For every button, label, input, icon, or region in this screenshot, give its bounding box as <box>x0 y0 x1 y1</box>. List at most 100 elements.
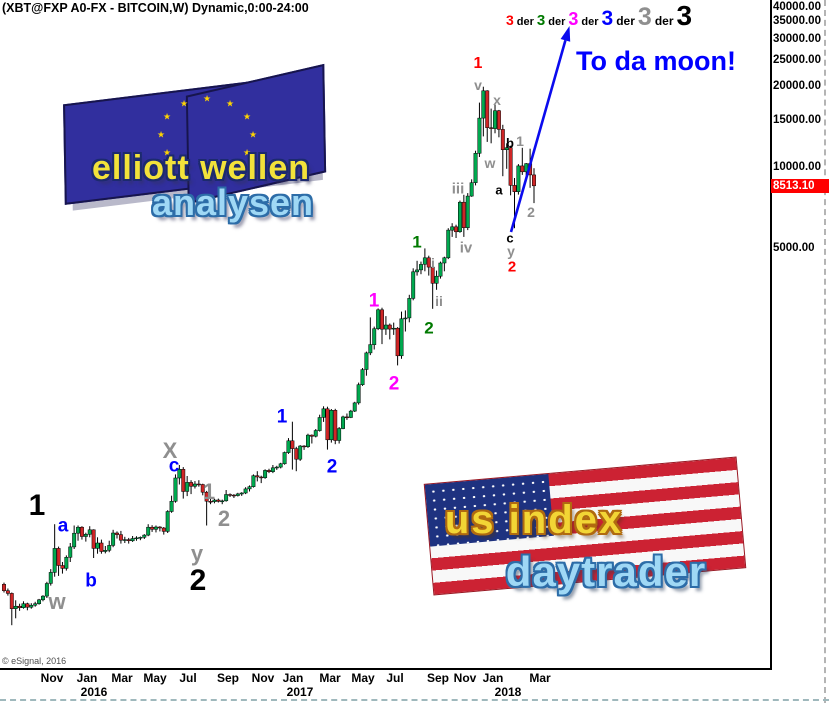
year-tick-label: 2018 <box>494 685 522 699</box>
price-tick-label: 10000.00 <box>773 161 821 173</box>
price-tick-label: 40000.00 <box>773 1 821 13</box>
last-price-badge: 8513.10 <box>771 179 829 193</box>
price-tick-label: 20000.00 <box>773 80 821 93</box>
bottom-dashed-gridline <box>0 699 829 701</box>
month-tick-label: Jul <box>386 671 404 685</box>
eu-star-icon: ★ <box>162 147 172 158</box>
price-tick-label: 5000.00 <box>773 241 815 254</box>
month-tick-label: May <box>351 671 375 685</box>
moon-arrow <box>509 26 571 233</box>
us-logo-text-line2: daytrader <box>505 548 707 595</box>
wave-label: x <box>493 92 501 108</box>
to-da-moon-annotation: To da moon! <box>576 46 736 76</box>
der3-segment: 3 <box>568 9 579 29</box>
eu-star-icon: ★ <box>179 160 189 171</box>
chart-title: (XBT@FXP A0-FX - BITCOIN,W) Dynamic,0:00… <box>2 1 309 15</box>
eu-star-icon: ★ <box>202 93 212 104</box>
month-tick-label: Mar <box>111 671 133 685</box>
month-tick-label: Nov <box>251 671 275 685</box>
eu-star-icon: ★ <box>242 147 252 158</box>
plot-border-right <box>770 0 772 670</box>
eu-logo-text-line2: analysen <box>151 182 315 223</box>
wave-label: ii <box>435 293 443 309</box>
der3-segment: 3 <box>676 0 693 31</box>
price-tick-label: 25000.00 <box>773 53 821 66</box>
month-tick-label: Nov <box>453 671 477 685</box>
der3-segment: der <box>616 14 635 28</box>
month-tick-label: Jan <box>76 671 98 685</box>
wave-label: 2 <box>424 318 434 338</box>
wave-label: w <box>484 155 496 171</box>
der3-segment: 3 <box>506 12 514 28</box>
der3-segment: der <box>654 14 674 28</box>
us-logo-text-line1: us index <box>444 498 624 542</box>
month-tick-label: Jan <box>282 671 304 685</box>
month-tick-label: Sep <box>216 671 240 685</box>
wave-label: i <box>431 255 435 271</box>
wave-label: 1 <box>473 55 483 72</box>
month-tick-label: Mar <box>319 671 341 685</box>
der3-segment: der <box>581 16 599 28</box>
right-dashed-gridline <box>824 0 826 703</box>
der3-segment: 3 <box>637 3 652 31</box>
wave-label: 2 <box>527 204 535 220</box>
wave-label: c <box>168 455 180 477</box>
wave-label: 2 <box>507 258 517 276</box>
month-tick-label: Jul <box>179 671 197 685</box>
wave-label: iv <box>459 239 473 257</box>
eu-star-icon: ★ <box>242 111 252 122</box>
der3-segment: der <box>548 16 566 28</box>
der3-annotation: 3 der 3 der 3 der 3 der 3 der 3 <box>506 2 692 30</box>
month-tick-label: Sep <box>426 671 450 685</box>
price-tick-label: 15000.00 <box>773 113 821 126</box>
wave-label: 1 <box>202 479 216 504</box>
copyright-notice: © eSignal, 2016 <box>2 656 67 666</box>
wave-label: X <box>162 438 178 463</box>
year-tick-label: 2016 <box>80 685 108 699</box>
eu-star-icon: ★ <box>225 160 235 171</box>
eu-stars-circle-icon: ★ ★ ★ ★ ★ ★ ★ ★ ★ ★ ★ ★ <box>55 83 347 233</box>
der3-segment: 3 <box>601 7 614 30</box>
month-tick-label: Mar <box>529 671 551 685</box>
wave-label: w <box>48 589 66 614</box>
month-tick-label: Nov <box>40 671 64 685</box>
wave-label: a <box>495 182 503 198</box>
year-tick-label: 2017 <box>286 685 314 699</box>
wave-label: 1 <box>276 406 288 428</box>
eu-star-icon: ★ <box>225 98 235 109</box>
month-tick-label: Jan <box>482 671 504 685</box>
wave-label: v <box>474 77 482 93</box>
wave-label: 1 <box>28 489 46 522</box>
wave-label: 2 <box>189 564 207 597</box>
us-index-daytrader-logo: us index daytrader <box>416 456 768 616</box>
wave-label: y <box>190 541 204 566</box>
elliott-wellen-analysen-logo: ★ ★ ★ ★ ★ ★ ★ ★ ★ ★ ★ ★ elliott wellen analysen <box>55 63 347 233</box>
eu-star-icon: ★ <box>202 165 212 176</box>
wave-label: 1 <box>368 290 380 312</box>
price-chart-plot-area[interactable] <box>0 0 771 669</box>
der3-segment: 3 <box>536 12 546 29</box>
der3-segment: der <box>516 16 534 28</box>
eu-star-icon: ★ <box>179 98 189 109</box>
eu-logo-text-line1: elliott wellen <box>91 149 311 187</box>
price-tick-label: 30000.00 <box>773 32 821 45</box>
wave-label: 2 <box>326 456 338 478</box>
wave-label: 2 <box>217 506 231 531</box>
eu-star-icon: ★ <box>156 129 166 140</box>
wave-label: b <box>85 570 97 592</box>
wave-label: a <box>57 515 69 537</box>
eu-star-icon: ★ <box>248 129 258 140</box>
wave-label: c <box>506 230 514 246</box>
price-tick-label: 35000.00 <box>773 14 821 27</box>
wave-label: y <box>507 243 515 259</box>
wave-label: b <box>506 135 514 151</box>
wave-label: 1 <box>516 133 524 149</box>
wave-label: iii <box>451 180 465 198</box>
wave-label: 1 <box>412 232 422 252</box>
plot-border-bottom <box>0 668 772 670</box>
candlesticks <box>2 86 536 626</box>
wave-label: 2 <box>388 373 400 395</box>
eu-star-icon: ★ <box>162 111 172 122</box>
month-tick-label: May <box>143 671 167 685</box>
